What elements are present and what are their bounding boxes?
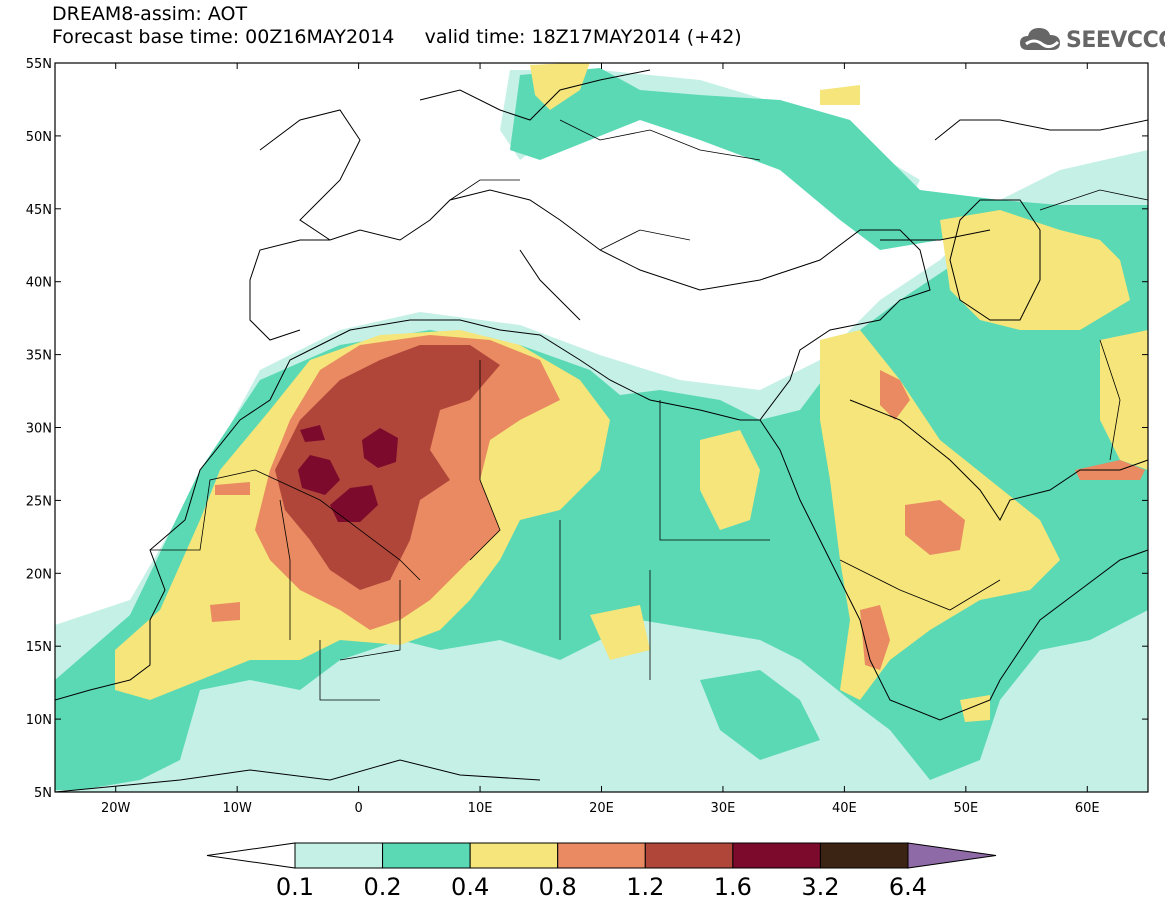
colorbar-low-extension: [206, 842, 296, 869]
colorbar-level-label: 1.6: [714, 873, 752, 901]
aot-level-1.6: [298, 425, 398, 522]
lat-tick-label: 35N: [26, 349, 52, 364]
colorbar-segment: [732, 842, 821, 869]
lat-tick-label: 15N: [26, 640, 52, 655]
colorbar-level-label: 0.2: [363, 873, 401, 901]
lon-tick-label: 50E: [953, 801, 978, 816]
colorbar-segment: [294, 842, 384, 869]
colorbar-level-label: 0.4: [451, 873, 489, 901]
colorbar-segment: [819, 842, 909, 869]
lon-tick-label: 40E: [832, 801, 857, 816]
colorbar-segment: [382, 842, 471, 869]
colorbar-high-extension: [907, 842, 997, 869]
longitude-labels: 20W 10W 0 10E 20E 30E 40E 50E 60E: [101, 801, 1100, 816]
colorbar-segment: [469, 842, 559, 869]
tick-marks: [55, 62, 1148, 793]
lat-tick-label: 40N: [26, 276, 52, 291]
latitude-labels: 55N 50N 45N 40N 35N 30N 25N 20N 15N 10N 5N: [26, 57, 52, 801]
colorbar-level-label: 0.8: [539, 873, 577, 901]
colorbar-level-label: 0.1: [276, 873, 314, 901]
lon-tick-label: 10E: [468, 801, 493, 816]
lat-tick-label: 50N: [26, 130, 52, 145]
cloud-icon: [1020, 28, 1060, 50]
seevccc-logo: SEEVCCC: [1018, 22, 1165, 56]
lon-tick-label: 60E: [1075, 801, 1100, 816]
map-title: DREAM8-assim: AOT: [52, 3, 248, 25]
logo-text: SEEVCCC: [1066, 28, 1165, 53]
lat-tick-label: 20N: [26, 567, 52, 582]
lon-tick-label: 0: [354, 801, 362, 816]
colorbar-segment: [644, 842, 734, 869]
coastlines: [55, 69, 1148, 792]
colorbar-level-label: 6.4: [889, 873, 927, 901]
forecast-time-line: Forecast base time: 00Z16MAY2014 valid t…: [52, 26, 742, 48]
lat-tick-label: 30N: [26, 422, 52, 437]
colorbar-level-label: 1.2: [626, 873, 664, 901]
lon-tick-label: 20E: [589, 801, 614, 816]
lat-tick-label: 55N: [26, 57, 52, 72]
lon-tick-label: 10W: [222, 801, 252, 816]
country-borders: [150, 119, 1148, 701]
colorbar-segment: [557, 842, 646, 869]
aot-level-1.2: [275, 345, 500, 590]
lat-tick-label: 5N: [34, 786, 52, 801]
colorbar-level-label: 3.2: [801, 873, 839, 901]
lon-tick-label: 30E: [711, 801, 736, 816]
lon-tick-label: 20W: [101, 801, 131, 816]
lat-tick-label: 10N: [26, 713, 52, 728]
lat-tick-label: 45N: [26, 203, 52, 218]
lat-tick-label: 25N: [26, 494, 52, 509]
